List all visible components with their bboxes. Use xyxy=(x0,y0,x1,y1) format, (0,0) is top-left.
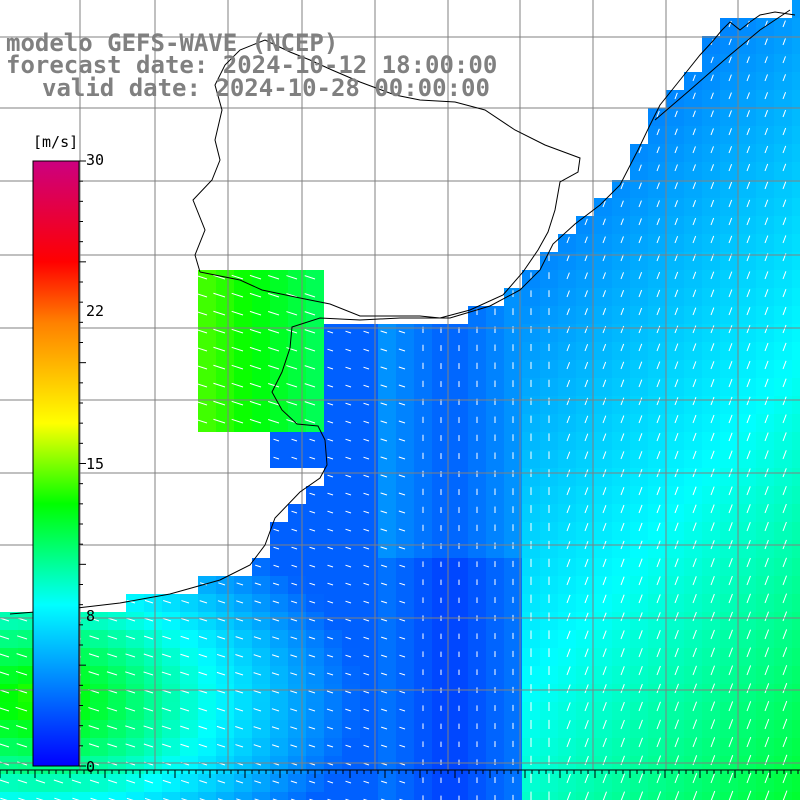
colorbar-tick-15: 15 xyxy=(86,455,104,473)
valid-date: valid date: 2024-10-28 00:00:00 xyxy=(42,76,490,100)
color-scale-bar xyxy=(33,161,86,766)
colorbar-tick-22: 22 xyxy=(86,302,104,320)
colorbar-tick-30: 30 xyxy=(86,151,104,169)
colorbar-unit-label: [m/s] xyxy=(33,133,78,151)
colorbar-tick-0: 0 xyxy=(86,758,95,776)
colorbar-tick-8: 8 xyxy=(86,607,95,625)
color-scale-gradient xyxy=(33,161,79,766)
